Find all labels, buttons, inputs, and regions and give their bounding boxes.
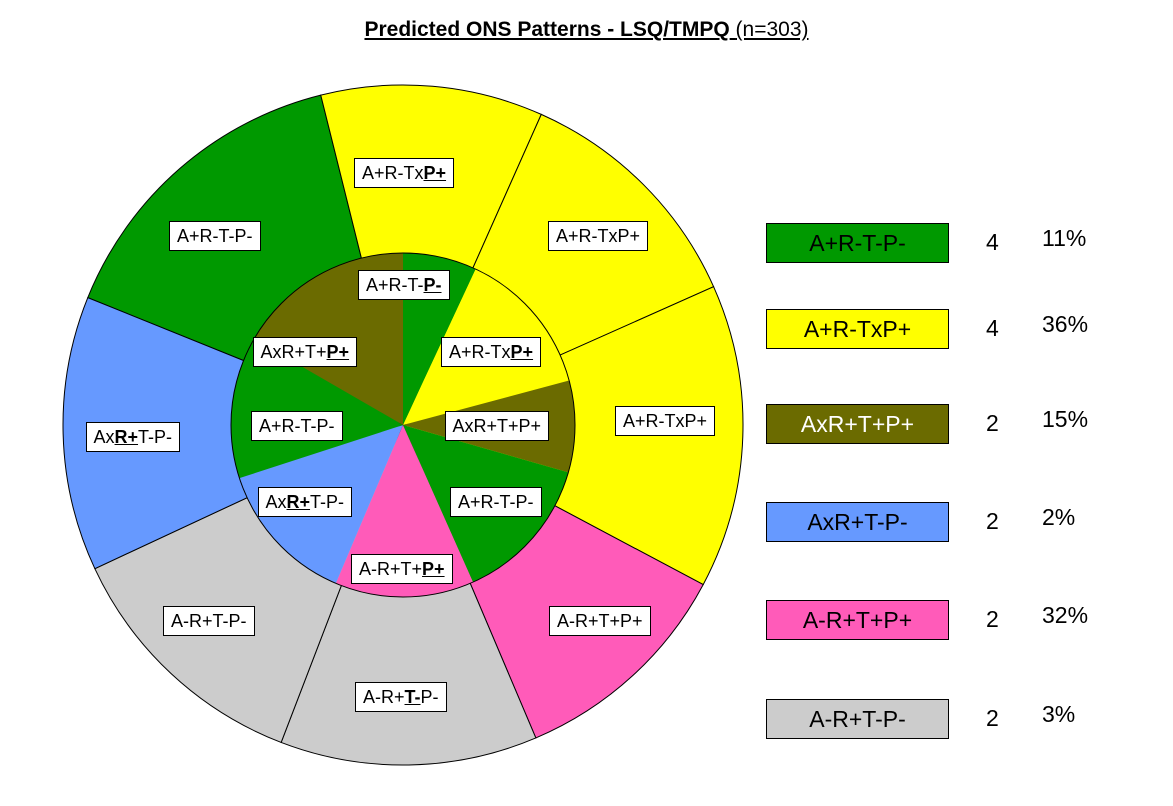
legend-count: 4 <box>986 315 999 341</box>
legend-swatch: AxR+T-P- <box>766 502 949 542</box>
chart-title: Predicted ONS Patterns - LSQ/TMPQ (n=303… <box>0 18 1173 42</box>
legend-percent: 3% <box>1042 701 1076 727</box>
legend-percent: 2% <box>1042 504 1076 530</box>
slice-label-text: A+R-TxP+ <box>623 411 708 431</box>
slice-label-text: A+R-Tx <box>362 163 424 183</box>
slice-label-text: AxR+T+ <box>260 342 327 362</box>
slice-label-text: Ax <box>93 427 115 447</box>
slice-label-highlight: P+ <box>422 559 445 579</box>
legend-swatch: A-R+T-P- <box>766 699 949 739</box>
legend-count: 4 <box>986 229 999 255</box>
slice-label-text: A+R-TxP+ <box>556 226 641 246</box>
legend-percent: 15% <box>1042 406 1089 432</box>
chart-title-main: Predicted ONS Patterns - LSQ/TMPQ <box>364 18 730 41</box>
slice-label: A+R-TxP+ <box>615 406 716 436</box>
slice-label-text: A-R+T-P- <box>171 611 247 631</box>
slice-label-text: P- <box>420 687 439 707</box>
slice-label: A+R-TxP+ <box>441 337 542 367</box>
inner-ring-outline <box>230 252 576 598</box>
slice-label: A+R-T-P- <box>358 270 450 300</box>
slice-label: A-R+T-P- <box>163 606 255 636</box>
legend-count: 2 <box>986 508 999 534</box>
slice-label: AxR+T+P+ <box>444 411 550 441</box>
slice-label: A-R+T+P+ <box>351 554 453 584</box>
legend-percent: 36% <box>1042 311 1089 337</box>
slice-label: A+R-T-P- <box>450 487 542 517</box>
slice-label: AxR+T-P- <box>85 422 181 452</box>
slice-label-text: A+R-T- <box>366 275 424 295</box>
legend-swatch: A+R-TxP+ <box>766 309 949 349</box>
slice-label-text: A-R+T+ <box>359 559 423 579</box>
slice-label: AxR+T-P- <box>257 487 353 517</box>
slice-label-text: A-R+ <box>363 687 405 707</box>
slice-label: A+R-T-P- <box>169 221 261 251</box>
legend-swatch: AxR+T+P+ <box>766 404 949 444</box>
slice-label-text: AxR+T+P+ <box>452 416 542 436</box>
slice-label: A+R-TxP+ <box>548 221 649 251</box>
slice-label-highlight: R+ <box>114 427 139 447</box>
slice-label-text: T-P- <box>310 492 345 512</box>
slice-label-text: A+R-T-P- <box>259 416 335 436</box>
slice-label: A-R+T-P- <box>355 682 447 712</box>
slice-label-highlight: P+ <box>326 342 350 362</box>
slice-label-text: A-R+T+P+ <box>557 611 643 631</box>
inner-slice <box>230 339 403 479</box>
slice-label: AxR+T+P+ <box>252 337 358 367</box>
slice-label-highlight: P+ <box>423 163 447 183</box>
slice-label: A+R-T-P- <box>251 411 343 441</box>
slice-label-text: A+R-Tx <box>449 342 511 362</box>
slice-label-text: Ax <box>265 492 287 512</box>
legend-swatch: A+R-T-P- <box>766 223 949 263</box>
slice-label-text: A+R-T-P- <box>177 226 253 246</box>
legend-count: 2 <box>986 606 999 632</box>
legend-percent: 11% <box>1042 225 1087 251</box>
slice-label-highlight: P- <box>423 275 442 295</box>
slice-label-highlight: P+ <box>510 342 534 362</box>
slice-label-highlight: R+ <box>286 492 311 512</box>
chart-title-sub: (n=303) <box>735 18 809 41</box>
slice-label: A-R+T+P+ <box>549 606 651 636</box>
legend-count: 2 <box>986 410 999 436</box>
slice-label: A+R-TxP+ <box>354 158 455 188</box>
legend-swatch: A-R+T+P+ <box>766 600 949 640</box>
slice-label-text: T-P- <box>138 427 173 447</box>
legend-count: 2 <box>986 705 999 731</box>
slice-label-highlight: T- <box>404 687 421 707</box>
slice-label-text: A+R-T-P- <box>458 492 534 512</box>
legend-percent: 32% <box>1042 602 1089 628</box>
